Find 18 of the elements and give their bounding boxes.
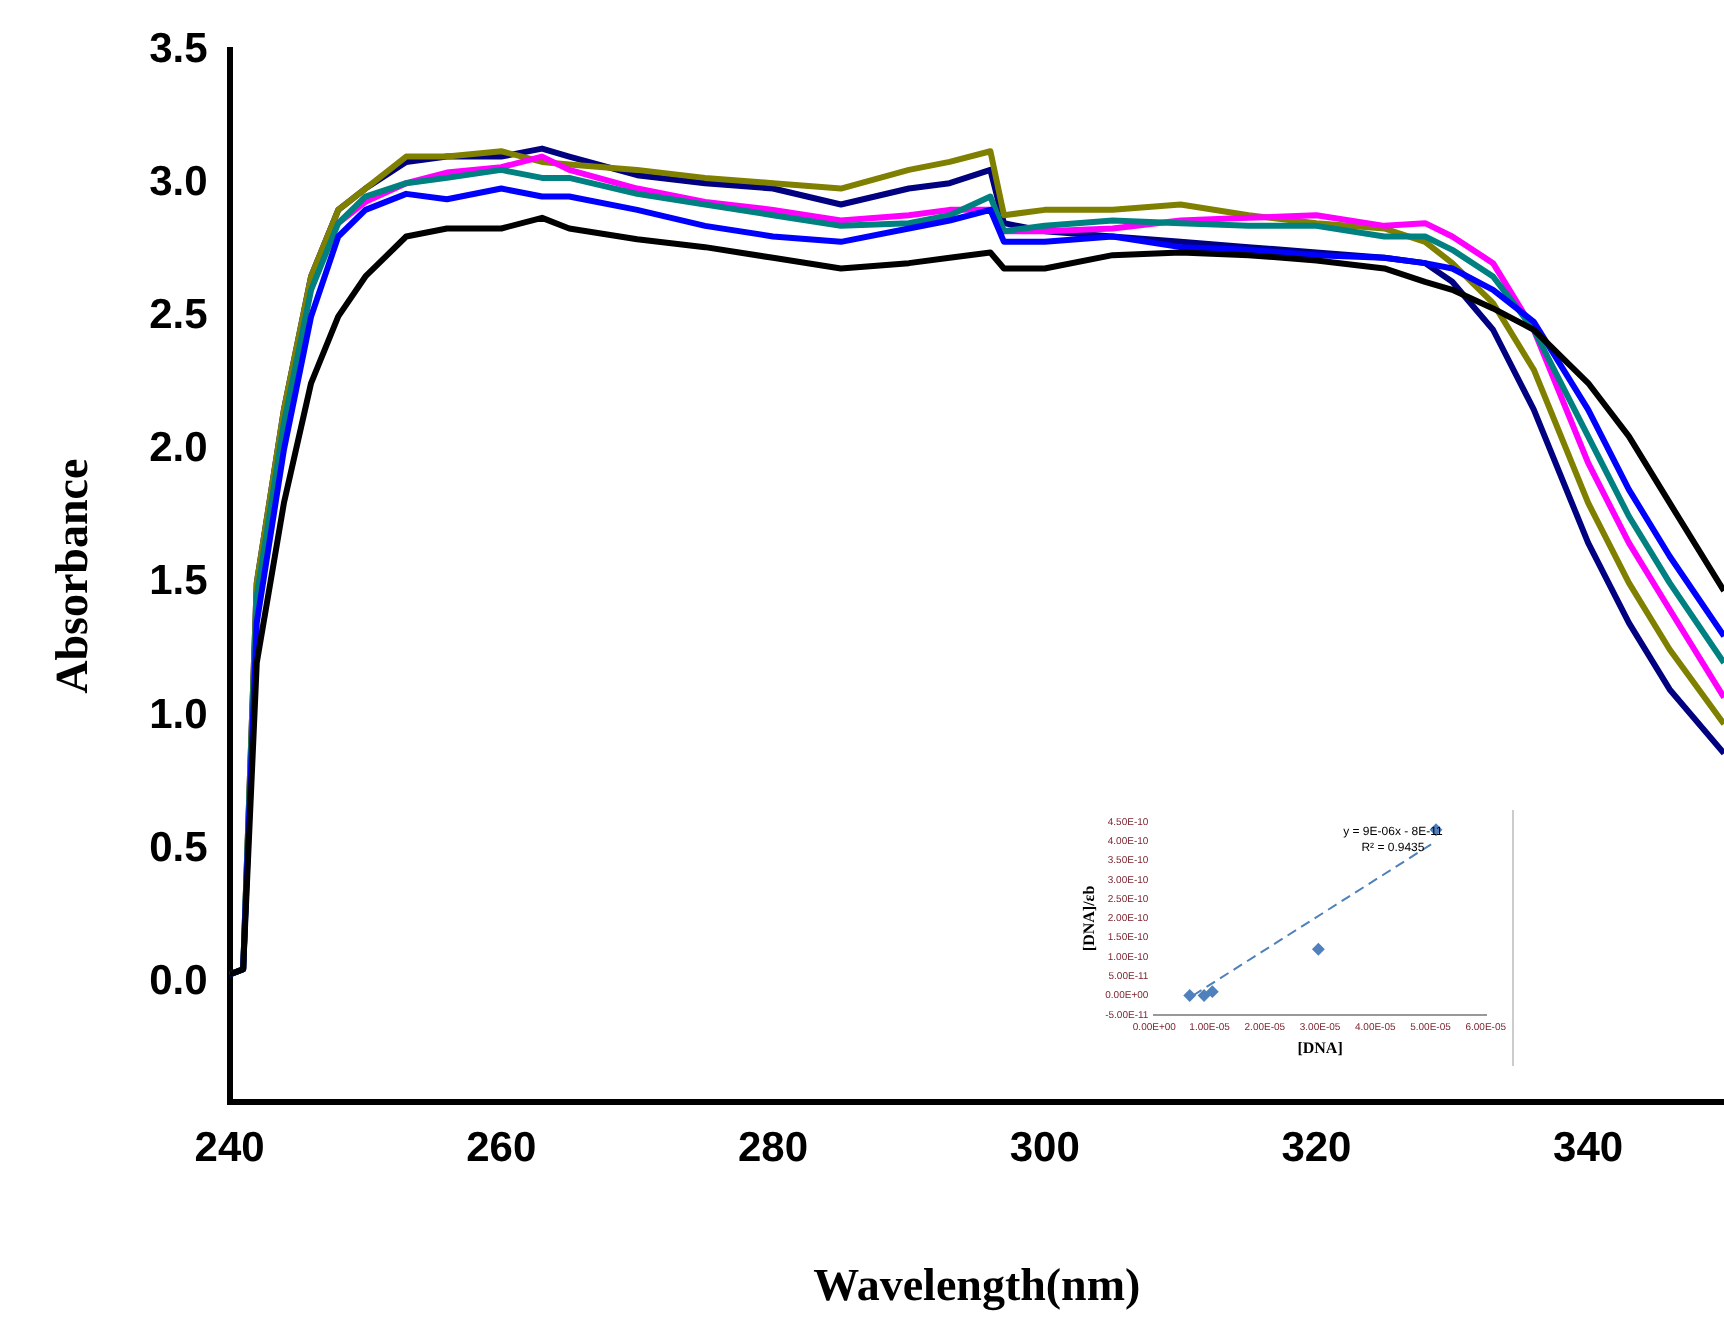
y-tick-label: 0.5 — [149, 824, 209, 871]
y-tick-label: 2.0 — [149, 425, 208, 472]
x-tick-label: 240 — [194, 1125, 265, 1172]
x-axis-title: Wavelength(nm) — [813, 1260, 1141, 1313]
y-tick-label: 2.5 — [149, 292, 209, 339]
x-tick-label: 280 — [737, 1125, 809, 1172]
y-tick-label: 0.0 — [149, 958, 208, 1005]
x-tick-label: 300 — [1009, 1125, 1080, 1172]
y-axis-title: [DNA]/εb — [1079, 884, 1098, 952]
x-tick-label: 320 — [1281, 1125, 1352, 1172]
x-tick-label: 260 — [466, 1125, 537, 1172]
y-tick-label: 1.0 — [149, 691, 208, 738]
y-tick-label: 3.0 — [149, 158, 208, 205]
y-tick-label: 1.5 — [149, 558, 209, 605]
y-tick-label: 3.5 — [149, 25, 209, 72]
y-axis-title: Absorbance — [47, 458, 98, 694]
x-axis-title: [DNA] — [1297, 1038, 1344, 1057]
x-tick-label: 340 — [1553, 1125, 1624, 1172]
